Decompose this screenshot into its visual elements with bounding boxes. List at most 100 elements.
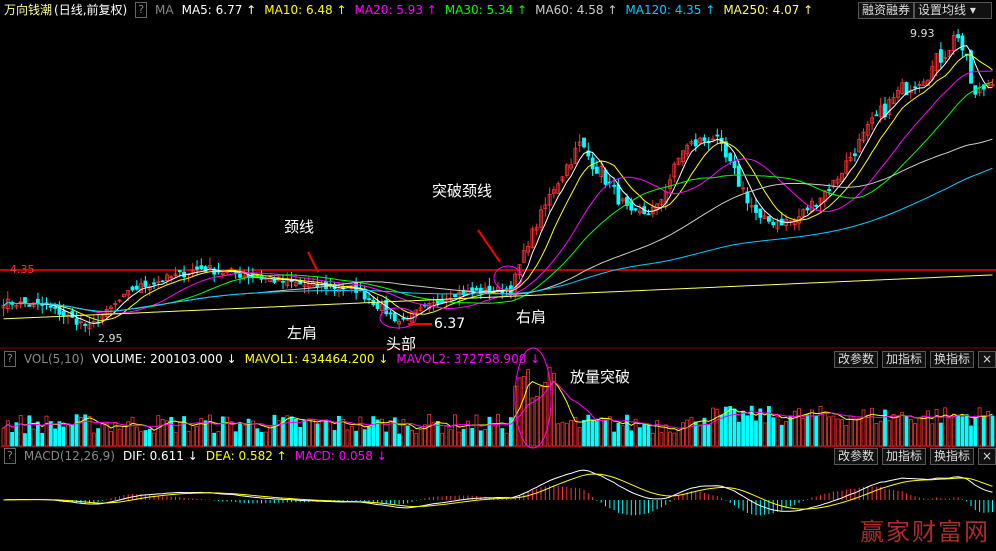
candle-body [814,204,819,207]
volume-bar [182,416,187,447]
volume-bar [117,428,122,447]
volume-bar [474,414,479,447]
candle-body [659,199,664,205]
candle-body [616,184,621,205]
breakout-highlight [493,265,523,291]
volume-bar [788,415,793,447]
main-header: 万向钱潮 (日线,前复权) ? MA MA5: 6.77 ↑ MA10: 6.48… [0,2,813,18]
candle-body [874,114,879,117]
volume-bar [939,422,943,447]
volume-bar [10,431,15,447]
help-button[interactable]: ? [135,2,148,18]
candle-body [539,209,543,228]
volume-bar [805,414,810,447]
volume-bar [345,429,350,447]
volume-bar [341,419,346,447]
candle-body [625,196,629,206]
neckline-label: 颈线 [284,218,315,236]
candle-body [853,153,857,156]
edit-params-button[interactable]: 改参数 [834,351,879,368]
volume-bar [926,410,930,447]
ma120-line [3,167,993,312]
volume-bar [500,428,505,447]
macd-value: MACD: 0.058 ↓ [294,449,387,463]
volume-bar [255,428,260,447]
volume-bar [79,417,83,447]
volume-bar [130,416,135,447]
add-indicator-button[interactable]: 加指标 [882,448,927,465]
volume-bar [775,415,780,447]
candle-body [388,312,393,315]
stock-title: 万向钱潮 [4,3,53,17]
edit-params-button[interactable]: 改参数 [834,448,879,465]
ma20-line [3,70,993,315]
volume-bar [122,425,126,447]
mavol1-line [3,380,993,432]
candle-body [470,287,475,293]
volume-bar [745,415,750,447]
volume-bar [573,417,578,447]
volume-bar [758,408,763,447]
volume-bar [238,423,242,447]
candle-body [487,285,492,294]
volume-bar [526,369,530,447]
volume-bar [397,433,402,447]
volume-bar [749,405,754,447]
volume-bar [539,386,543,447]
volume-bar [870,407,874,447]
volume-bar [646,424,651,447]
candle-body [61,310,66,316]
margin-trading-button[interactable]: 融资融券 [858,2,915,19]
volume-bar [638,427,642,447]
help-button[interactable]: ? [4,448,16,464]
left-shoulder-label: 左肩 [287,324,318,342]
candle-body [947,49,952,57]
volume-bar [810,409,814,447]
candle-body [173,273,178,276]
candle-body [57,306,62,315]
volume-bar [990,415,995,447]
volume-bar [272,414,277,447]
candle-body [595,166,599,174]
volume-bar [642,423,647,447]
volume-bar [91,432,96,447]
vol-name: VOL(5,10) [23,352,85,366]
stock-subtitle: (日线,前复权) [54,3,128,17]
volume-bar [164,420,169,447]
swap-indicator-button[interactable]: 换指标 [930,448,975,465]
volume-bar [650,432,655,447]
candle-body [14,304,19,308]
candle-body [891,97,896,105]
help-button[interactable]: ? [4,351,16,367]
close-panel-button[interactable]: × [978,448,996,465]
volume-bar [620,425,625,447]
volume-bar [607,416,612,447]
volume-bar [109,431,113,447]
volume-bar [40,432,45,447]
volume-bar [48,421,53,447]
volume-bar [840,419,844,447]
volume-bar [281,417,285,447]
volume-bar [930,423,935,447]
candle-body [900,82,905,94]
candle-body [122,293,126,297]
close-panel-button[interactable]: × [978,351,996,368]
volume-bar [220,416,225,447]
breakout-arrow [477,229,501,263]
candle-body [401,317,406,320]
candle-body [835,178,840,184]
candle-body [207,265,212,269]
volume-bar [822,412,827,447]
candle-body [805,207,810,211]
candle-body [164,274,169,281]
candle-body [87,323,92,330]
volume-highlight [514,347,552,449]
candle-body [199,265,204,269]
candle-body [483,287,488,293]
add-indicator-button[interactable]: 加指标 [882,351,927,368]
swap-indicator-button[interactable]: 换指标 [930,351,975,368]
set-ma-button[interactable]: 设置均线 ▾ [914,2,992,19]
volume-bar [874,423,879,447]
volume-bar [319,420,324,447]
candle-body [939,49,943,63]
